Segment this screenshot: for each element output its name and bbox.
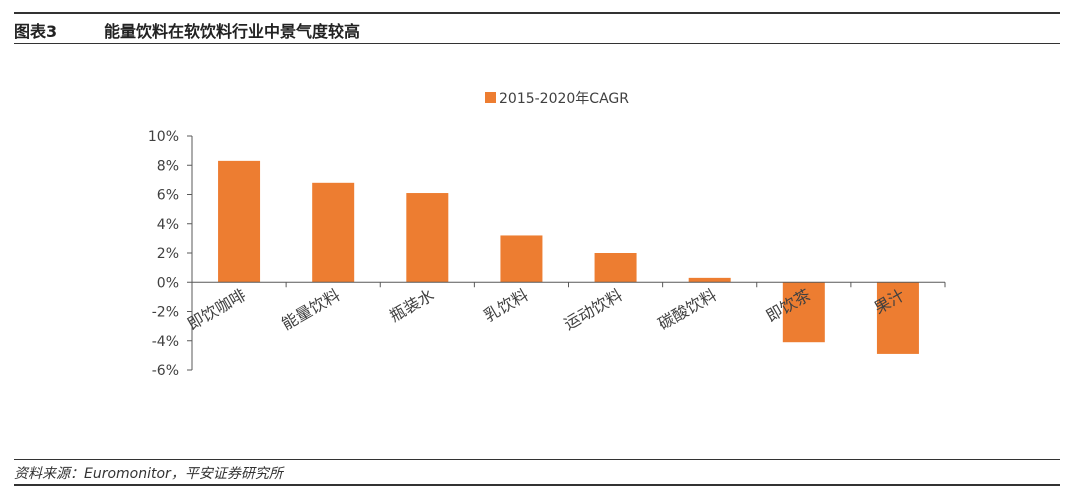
y-tick-label: 10% bbox=[148, 129, 179, 145]
bar bbox=[876, 282, 919, 354]
top-rule bbox=[14, 12, 1060, 14]
bar bbox=[594, 253, 637, 283]
legend-swatch bbox=[485, 92, 496, 103]
figure-title: 能量饮料在软饮料行业中景气度较高 bbox=[104, 22, 361, 41]
y-tick-label: 0% bbox=[157, 275, 179, 291]
y-axis: 10% 8% 6% 4% 2% 0% -2% -4% -6% bbox=[148, 129, 193, 379]
y-tick-label: -6% bbox=[152, 363, 179, 379]
bar bbox=[406, 193, 449, 283]
bars bbox=[218, 160, 919, 354]
x-category-label: 运动饮料 bbox=[561, 285, 626, 333]
y-tick-label: -4% bbox=[152, 334, 179, 350]
bottom-rule bbox=[14, 484, 1060, 486]
bar bbox=[500, 235, 543, 283]
y-tick-label: -2% bbox=[152, 305, 179, 321]
bar bbox=[312, 182, 355, 283]
source-rule bbox=[14, 459, 1060, 460]
bar bbox=[218, 160, 261, 283]
x-category-label: 碳酸饮料 bbox=[655, 285, 720, 333]
legend: 2015-2020年CAGR bbox=[485, 91, 629, 107]
y-tick-label: 4% bbox=[157, 217, 179, 233]
figure-number: 图表3 bbox=[14, 22, 58, 41]
x-category-label: 即饮咖啡 bbox=[184, 285, 249, 333]
y-tick-label: 6% bbox=[157, 188, 179, 204]
legend-label: 2015-2020年CAGR bbox=[499, 91, 629, 107]
y-tick-label: 2% bbox=[157, 246, 179, 262]
bar bbox=[782, 282, 825, 343]
x-category-label: 能量饮料 bbox=[278, 285, 343, 333]
source-note: 资料来源：Euromonitor，平安证券研究所 bbox=[14, 466, 283, 482]
title-rule bbox=[14, 43, 1060, 44]
x-category-label: 瓶装水 bbox=[386, 285, 437, 325]
x-axis bbox=[192, 281, 946, 288]
x-category-label: 乳饮料 bbox=[480, 285, 531, 325]
y-tick-label: 8% bbox=[157, 158, 179, 174]
bar bbox=[688, 277, 731, 283]
